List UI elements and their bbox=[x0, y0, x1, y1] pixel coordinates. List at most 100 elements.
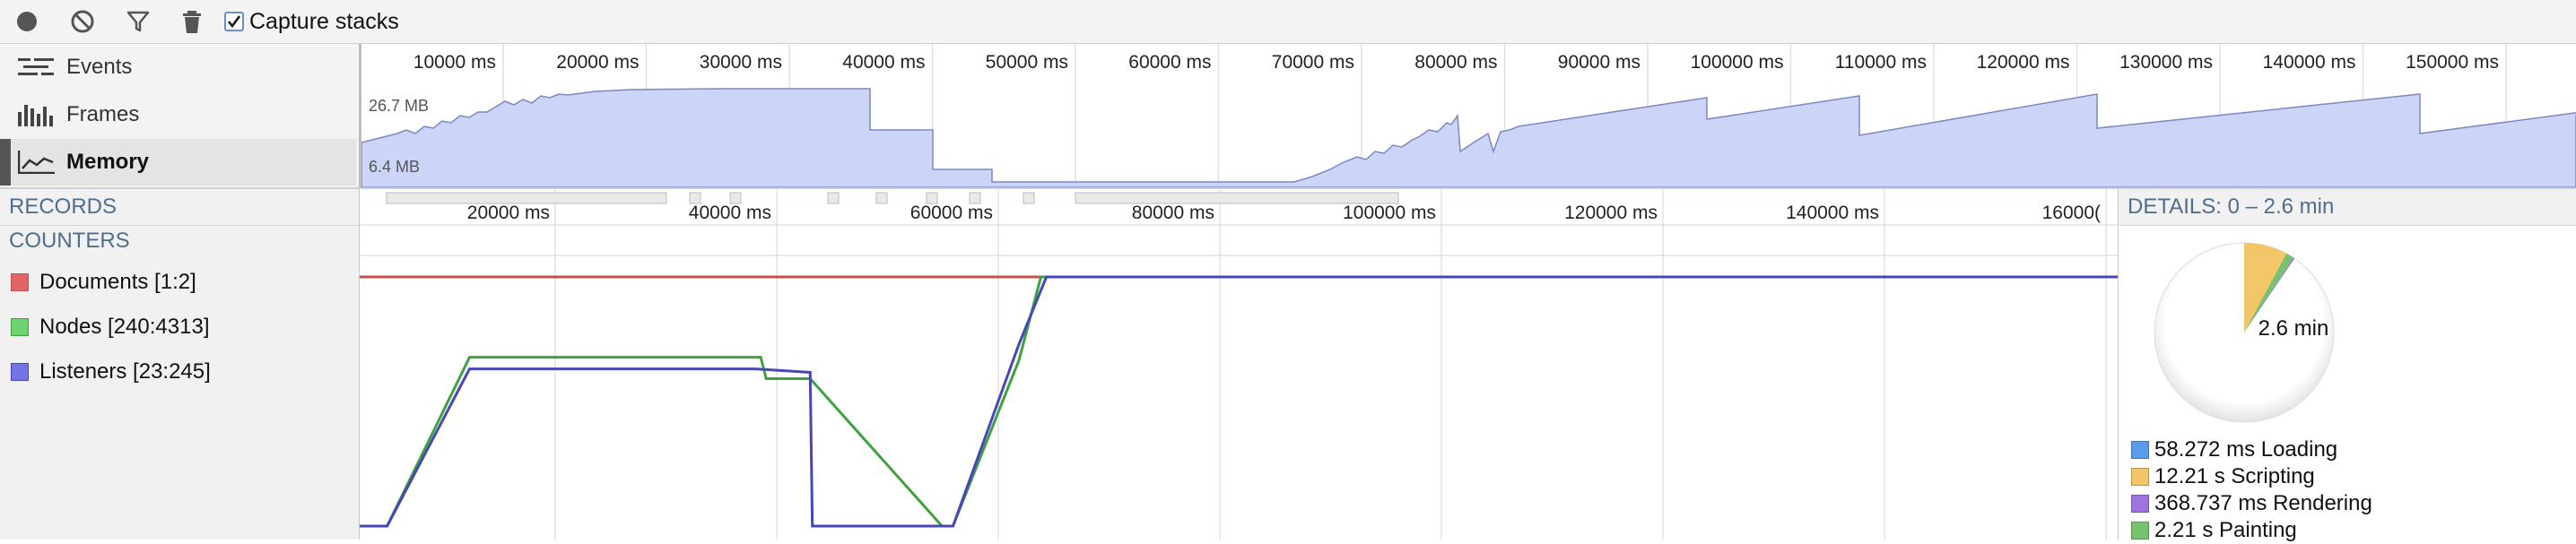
details-panel: DETAILS: 0 – 2.6 min 2.6 min 58.272 ms L… bbox=[2118, 187, 2576, 542]
scripting-color-swatch bbox=[2131, 468, 2149, 486]
record-bar[interactable] bbox=[729, 192, 742, 204]
filter-button[interactable] bbox=[122, 5, 154, 38]
memory-max-label: 26.7 MB bbox=[369, 97, 429, 115]
filter-icon bbox=[126, 11, 150, 32]
records-ruler-label: 140000 ms bbox=[1786, 203, 1879, 223]
records-ruler-label: 120000 ms bbox=[1564, 203, 1658, 223]
memory-min-label: 6.4 MB bbox=[369, 158, 420, 176]
legend-painting-label: 2.21 s Painting bbox=[2154, 518, 2297, 542]
overview-ruler-label: 30000 ms bbox=[700, 52, 782, 73]
record-bar[interactable] bbox=[969, 192, 981, 204]
nav-item-memory[interactable]: Memory bbox=[0, 139, 356, 186]
series-line-listeners bbox=[360, 275, 2118, 528]
memory-icon bbox=[18, 151, 55, 174]
frames-icon bbox=[18, 105, 53, 126]
overview-ruler-label: 130000 ms bbox=[2119, 52, 2213, 73]
overview-ruler-label: 90000 ms bbox=[1558, 52, 1640, 73]
legend-rendering-label: 368.737 ms Rendering bbox=[2154, 491, 2372, 515]
counter-graph-pane[interactable]: 20000 ms 40000 ms 60000 ms 80000 ms 100000 m… bbox=[360, 187, 2118, 540]
counter-series bbox=[360, 275, 2118, 528]
overview-ruler-label: 20000 ms bbox=[556, 52, 639, 73]
pie-rendering-slice bbox=[2244, 257, 2295, 332]
details-title: DETAILS: 0 – 2.6 min bbox=[2128, 194, 2335, 219]
records-bars bbox=[386, 192, 1399, 204]
records-ruler-label: 20000 ms bbox=[467, 203, 550, 223]
checkmark-icon bbox=[227, 15, 241, 29]
counter-documents-label: Documents [1:2] bbox=[39, 270, 196, 294]
overview-nav: Events Frames Memory bbox=[0, 44, 361, 187]
overview-ruler-label: 100000 ms bbox=[1691, 52, 1784, 73]
counter-documents[interactable]: Documents [1:2] bbox=[11, 266, 196, 298]
legend-item-painting: 2.21 s Painting bbox=[2131, 517, 2297, 544]
overview-ruler-label: 150000 ms bbox=[2406, 52, 2499, 73]
record-bar[interactable] bbox=[875, 192, 888, 204]
records-grid bbox=[554, 189, 2107, 540]
legend-loading-label: 58.272 ms Loading bbox=[2154, 437, 2338, 462]
memory-overview-area bbox=[361, 88, 2576, 187]
record-bar[interactable] bbox=[827, 192, 840, 204]
memory-overview-chart[interactable]: 10000 ms 20000 ms 30000 ms 40000 ms 50000 ms… bbox=[361, 44, 2576, 187]
nodes-color-swatch bbox=[11, 318, 29, 336]
counter-nodes[interactable]: Nodes [240:4313] bbox=[11, 311, 209, 343]
overview-ruler-label: 40000 ms bbox=[842, 52, 925, 73]
overview-ruler-label: 70000 ms bbox=[1272, 52, 1354, 73]
painting-color-swatch bbox=[2131, 522, 2149, 540]
details-header: DETAILS: 0 – 2.6 min bbox=[2119, 189, 2576, 226]
counter-nodes-label: Nodes [240:4313] bbox=[39, 315, 210, 339]
records-header: RECORDS bbox=[9, 194, 117, 219]
capture-stacks-control[interactable]: Capture stacks bbox=[224, 5, 399, 38]
counters-header: COUNTERS bbox=[9, 229, 130, 253]
events-icon bbox=[18, 58, 54, 75]
record-bar[interactable] bbox=[386, 192, 667, 204]
record-bar[interactable] bbox=[1075, 192, 1399, 204]
record-bar[interactable] bbox=[1023, 192, 1035, 204]
nav-item-frames[interactable]: Frames bbox=[0, 91, 356, 138]
loading-color-swatch bbox=[2131, 441, 2149, 459]
series-line-nodes bbox=[360, 275, 2118, 528]
records-ruler-label: 80000 ms bbox=[1132, 203, 1214, 223]
pie-loading-slice bbox=[2244, 258, 2295, 332]
counter-graph[interactable]: 20000 ms 40000 ms 60000 ms 80000 ms 100000 m… bbox=[360, 189, 2118, 540]
counter-listeners-label: Listeners [23:245] bbox=[39, 359, 211, 384]
nav-item-events[interactable]: Events bbox=[0, 44, 356, 91]
record-bar[interactable] bbox=[689, 192, 701, 204]
toolbar: Capture stacks bbox=[0, 0, 2576, 44]
overview-ruler-label: 80000 ms bbox=[1414, 52, 1497, 73]
clear-icon bbox=[71, 10, 94, 33]
overview-ruler-label: 50000 ms bbox=[986, 52, 1068, 73]
pie-total-label: 2.6 min bbox=[2258, 316, 2329, 341]
nav-label-frames: Frames bbox=[66, 102, 140, 126]
pie-scripting-slice bbox=[2244, 243, 2287, 332]
capture-stacks-label: Capture stacks bbox=[249, 8, 399, 34]
selection-indicator bbox=[0, 139, 11, 186]
records-ruler-label: 100000 ms bbox=[1343, 203, 1436, 223]
counters-sidebar: RECORDS COUNTERS Documents [1:2] Nodes [… bbox=[0, 187, 360, 540]
divider bbox=[0, 225, 359, 226]
record-icon bbox=[17, 12, 37, 31]
legend-scripting-label: 12.21 s Scripting bbox=[2154, 464, 2315, 488]
overview-ruler-labels: 10000 ms 20000 ms 30000 ms 40000 ms 50000 ms… bbox=[413, 52, 2499, 73]
overview-ruler-label: 120000 ms bbox=[1977, 52, 2070, 73]
records-ruler-label: 60000 ms bbox=[910, 203, 993, 223]
counter-listeners[interactable]: Listeners [23:245] bbox=[11, 356, 211, 388]
overview-ruler-label: 110000 ms bbox=[1835, 52, 1927, 73]
record-button[interactable] bbox=[11, 5, 43, 38]
capture-stacks-checkbox[interactable] bbox=[224, 12, 244, 31]
summary-pie-chart bbox=[2154, 242, 2335, 423]
overview-ruler-label: 10000 ms bbox=[413, 52, 496, 73]
records-ruler-labels: 20000 ms 40000 ms 60000 ms 80000 ms 100000 m… bbox=[467, 203, 2101, 223]
pie-painting-slice bbox=[2244, 253, 2293, 332]
overview-ruler-label: 60000 ms bbox=[1128, 52, 1211, 73]
records-ruler-label: 16000( bbox=[2042, 203, 2101, 223]
overview-pane[interactable]: 10000 ms 20000 ms 30000 ms 40000 ms 50000 ms… bbox=[361, 44, 2576, 187]
nav-label-events: Events bbox=[66, 55, 133, 79]
overview-ruler-label: 140000 ms bbox=[2263, 52, 2356, 73]
clear-button[interactable] bbox=[66, 5, 99, 38]
garbage-collect-button[interactable] bbox=[176, 5, 208, 38]
legend-item-loading: 58.272 ms Loading bbox=[2131, 436, 2337, 463]
listeners-color-swatch bbox=[11, 363, 29, 381]
records-ruler-label: 40000 ms bbox=[689, 203, 771, 223]
rendering-color-swatch bbox=[2131, 495, 2149, 513]
record-bar[interactable] bbox=[926, 192, 938, 204]
documents-color-swatch bbox=[11, 273, 29, 291]
